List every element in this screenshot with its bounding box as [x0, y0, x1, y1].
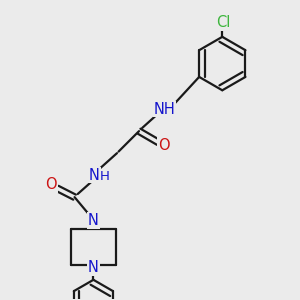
Text: Cl: Cl [216, 15, 230, 30]
Text: O: O [158, 138, 169, 153]
Text: N: N [89, 168, 100, 183]
Text: NH: NH [153, 102, 175, 117]
Text: H: H [100, 170, 110, 183]
Text: O: O [45, 177, 57, 192]
Text: N: N [88, 260, 99, 275]
Text: N: N [88, 213, 99, 228]
Text: N: N [88, 213, 99, 228]
